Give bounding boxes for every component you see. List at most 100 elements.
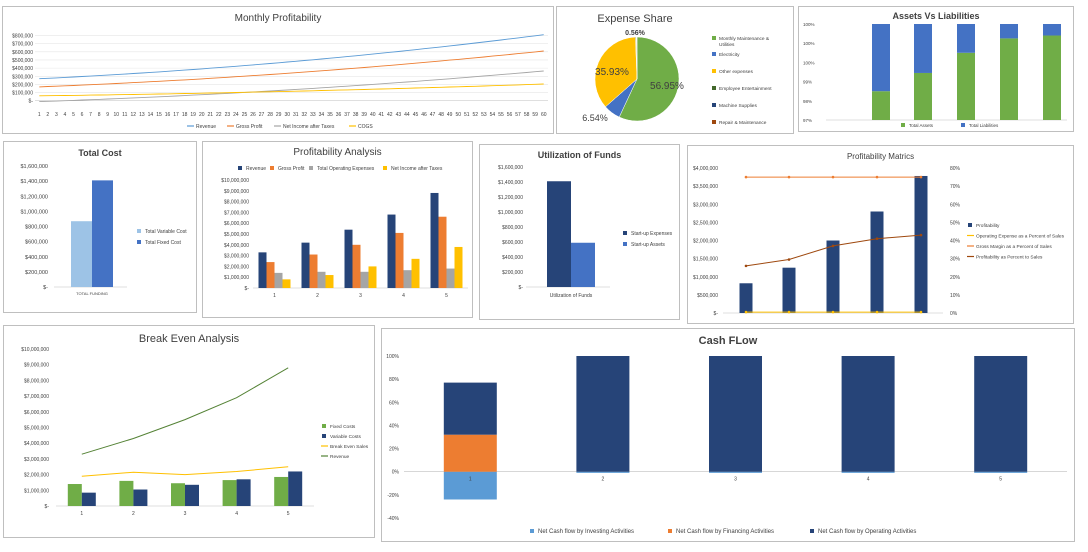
bar	[443, 382, 497, 435]
panel-cash-flow: Cash FLow -40% -20% 0% 20% 40% 60% 80% 100% 1 2 3 4…	[381, 328, 1075, 542]
legend-label: Employee Entertainment	[719, 86, 772, 92]
bar	[360, 271, 369, 288]
bar	[403, 270, 412, 288]
series-point	[744, 175, 748, 179]
legend-label: Revenue	[196, 124, 216, 130]
legend-swatch	[712, 120, 716, 124]
legend-label: Net Cash flow by Investing Activities	[538, 529, 634, 535]
legend-label: Total Assets	[909, 123, 934, 128]
y-tick-label: $7,000,000	[24, 394, 49, 400]
x-tick-label: 47	[430, 112, 436, 118]
x-tick-label: 16	[165, 112, 171, 118]
x-tick-label: 13	[139, 112, 145, 118]
legend-swatch	[712, 103, 716, 107]
x-tick-label: 40	[370, 112, 376, 118]
x-tick-label: 24	[233, 112, 239, 118]
y-tick-label: $1,500,000	[693, 257, 718, 263]
bar	[782, 267, 796, 313]
x-tick-label: 4	[402, 293, 405, 299]
data-label: 6.54%	[582, 113, 608, 123]
y-tick-label: $800,000	[25, 225, 48, 231]
x-tick-label: 25	[242, 112, 248, 118]
legend-swatch	[322, 424, 326, 428]
y-tick-label: $9,000,000	[224, 189, 249, 195]
bar	[411, 258, 420, 288]
panel-expense-share: Expense Share 56.95% 6.54% 35.93% 0.56% Mont…	[556, 6, 794, 134]
chart-title: Utilization of Funds	[537, 150, 622, 160]
y-tick-label: $-	[519, 285, 524, 291]
x-tick-label: 30	[284, 112, 290, 118]
bar	[352, 244, 361, 288]
y-tick-label: $1,200,000	[498, 195, 523, 201]
bar	[288, 471, 303, 506]
legend-label: Net Income after Taxes	[391, 166, 443, 172]
legend-label: Gross Profit	[236, 124, 263, 130]
y-tick-label: 100%	[803, 41, 815, 46]
bar	[571, 242, 595, 287]
legend-swatch	[623, 242, 627, 246]
bar	[974, 356, 1028, 472]
bar	[274, 272, 283, 288]
x-tick-label: 32	[302, 112, 308, 118]
bar	[301, 242, 310, 288]
panel-profitability-matrics: Profitability Matrics $- $500,000 $1,000,0…	[687, 145, 1074, 324]
y-tick-label: $-	[714, 311, 719, 317]
chart-title: Profitability Analysis	[293, 147, 382, 158]
y-tick-label: $100,000	[12, 91, 33, 97]
legend-swatch	[383, 166, 387, 170]
x-tick-label: 3	[359, 293, 362, 299]
y-tick-label: $400,000	[12, 66, 33, 72]
y-tick-label: $10,000,000	[221, 178, 249, 184]
legend-label: COGS	[358, 124, 373, 130]
legend-label: Electricity	[719, 52, 740, 58]
legend-label: Operating Expense as a Percent of Sales	[976, 233, 1065, 239]
series-point	[744, 310, 748, 314]
bar	[914, 175, 928, 313]
bar	[1043, 35, 1061, 120]
legend-label: Start-up Assets	[631, 242, 665, 248]
y-tick-label: $800,000	[12, 34, 33, 40]
y-tick-label: $1,200,000	[20, 194, 48, 200]
legend-swatch	[961, 123, 965, 127]
legend-label-part: Utilities	[719, 42, 735, 48]
x-tick-label: 22	[216, 112, 222, 118]
x-tick-label: 9	[106, 112, 109, 118]
series-line	[39, 70, 544, 103]
legend-label: Gross Profit	[278, 166, 305, 172]
chart-title: Expense Share	[597, 13, 673, 25]
bar	[957, 52, 975, 120]
y-tick-label: 20%	[389, 447, 400, 453]
bar	[71, 221, 92, 287]
y-tick-label: $200,000	[25, 270, 48, 276]
series-point	[787, 175, 791, 179]
x-tick-label: 4	[867, 477, 870, 483]
x-tick-label: 53	[481, 112, 487, 118]
y-tick-label: 40%	[389, 423, 400, 429]
legend-label: Net Cash flow by Operating Activities	[818, 529, 916, 535]
legend-label: Machine Supplies	[719, 103, 757, 109]
bar	[709, 356, 762, 472]
legend-label: Break Even Sales	[330, 444, 369, 450]
bar	[119, 480, 134, 506]
y-tick-label: $3,000,000	[693, 202, 718, 208]
chart-title: Assets Vs Liabilities	[892, 11, 980, 21]
bar	[443, 434, 497, 472]
y-tick-label: $6,000,000	[24, 410, 49, 416]
x-tick-label: 7	[89, 112, 92, 118]
y-tick-label: $-	[29, 99, 34, 105]
legend-swatch	[668, 529, 672, 533]
y-tick-label: $9,000,000	[24, 363, 49, 369]
x-tick-label: 41	[378, 112, 384, 118]
y-tick-label: $500,000	[697, 293, 718, 299]
bar	[974, 471, 1028, 473]
y-tick-label: 100%	[803, 22, 815, 27]
bar	[222, 480, 237, 506]
y-tick-label: $8,000,000	[24, 378, 49, 384]
y-tick-label: -20%	[387, 493, 399, 499]
chart-title: Profitability Matrics	[846, 152, 915, 161]
bar	[387, 214, 396, 288]
legend-swatch	[968, 223, 972, 227]
x-tick-label: 11	[122, 112, 127, 118]
series-line	[39, 34, 544, 80]
bar	[841, 356, 895, 472]
